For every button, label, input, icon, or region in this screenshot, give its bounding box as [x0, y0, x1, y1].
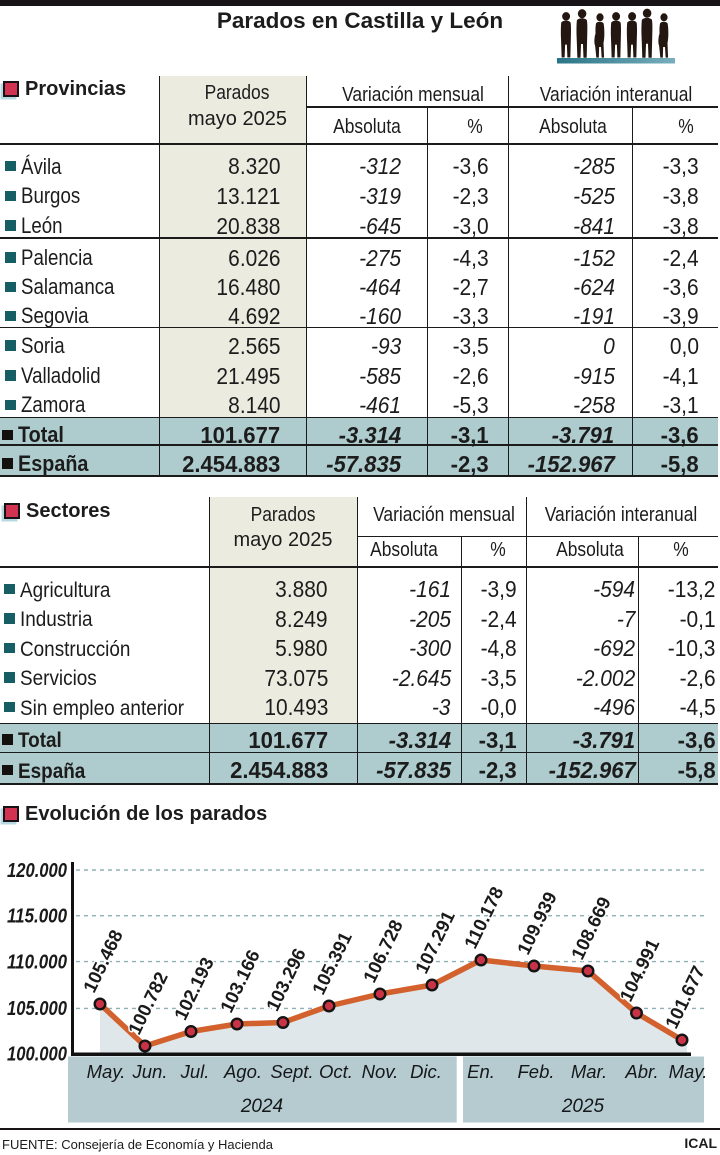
svg-text:En.: En. — [467, 1061, 495, 1082]
svg-text:Feb.: Feb. — [517, 1061, 554, 1082]
svg-text:104.991: 104.991 — [615, 935, 663, 1004]
svg-text:108.669: 108.669 — [567, 893, 615, 962]
svg-text:102.193: 102.193 — [170, 954, 218, 1023]
svg-text:2024: 2024 — [240, 1096, 283, 1117]
svg-text:May.: May. — [669, 1061, 708, 1082]
svg-text:105.000: 105.000 — [7, 998, 67, 1020]
svg-text:Jun.: Jun. — [132, 1061, 168, 1082]
svg-text:Sept.: Sept. — [270, 1061, 313, 1082]
svg-text:106.728: 106.728 — [359, 916, 407, 985]
svg-text:Jul.: Jul. — [180, 1061, 210, 1082]
svg-text:100.000: 100.000 — [7, 1044, 67, 1066]
svg-text:105.391: 105.391 — [308, 928, 356, 997]
svg-text:115.000: 115.000 — [7, 906, 67, 928]
svg-text:109.939: 109.939 — [513, 888, 561, 957]
svg-text:2025: 2025 — [561, 1096, 605, 1117]
svg-text:Oct.: Oct. — [319, 1061, 353, 1082]
svg-text:Ago.: Ago. — [223, 1061, 262, 1082]
svg-text:110.000: 110.000 — [7, 951, 67, 973]
svg-text:Dic.: Dic. — [410, 1061, 442, 1082]
svg-text:120.000: 120.000 — [7, 860, 67, 882]
svg-text:Mar.: Mar. — [571, 1061, 607, 1082]
svg-text:Nov.: Nov. — [362, 1061, 399, 1082]
svg-text:May.: May. — [87, 1061, 126, 1082]
svg-text:103.166: 103.166 — [216, 946, 264, 1015]
svg-text:110.178: 110.178 — [460, 883, 508, 951]
svg-text:107.291: 107.291 — [411, 907, 459, 976]
svg-text:Abr.: Abr. — [624, 1061, 658, 1082]
svg-text:101.677: 101.677 — [661, 962, 709, 1031]
svg-text:103.296: 103.296 — [262, 945, 310, 1014]
svg-text:100.782: 100.782 — [124, 968, 172, 1037]
